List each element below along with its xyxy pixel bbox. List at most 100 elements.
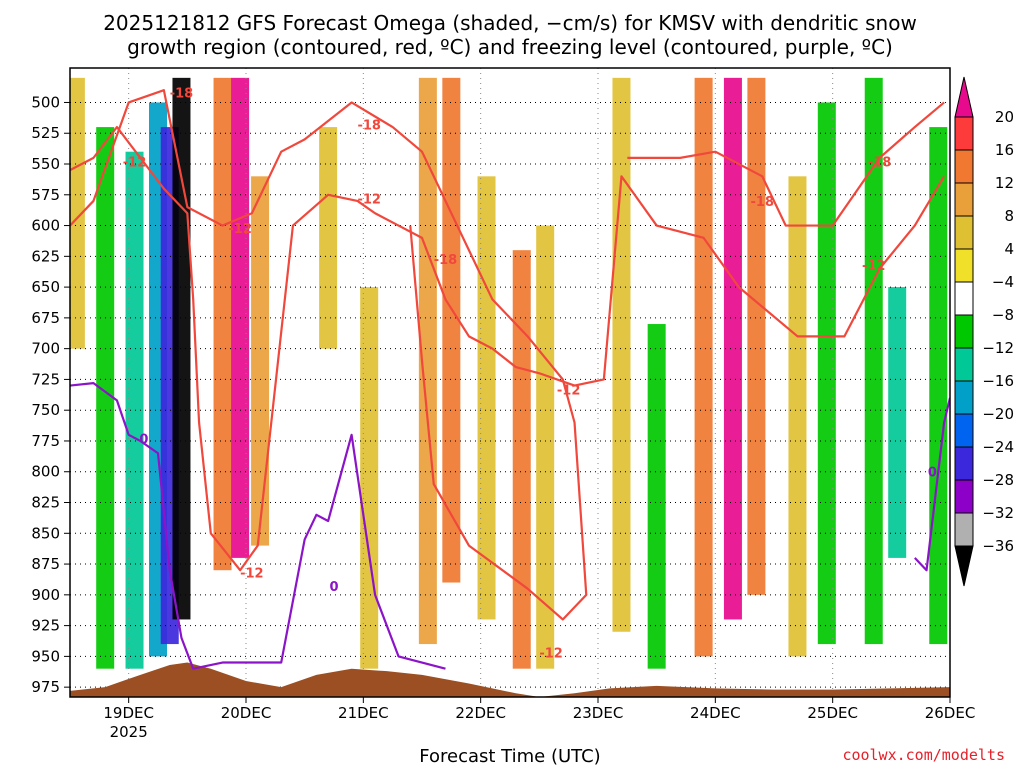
contour-label-8: -18 <box>357 119 381 134</box>
omega-column-17 <box>647 324 666 669</box>
contour-label-9: -18 <box>434 253 458 268</box>
x-tick-label-22DEC: 22DEC <box>455 704 506 722</box>
y-tick-label-975: 975 <box>31 678 60 696</box>
colorbar-swatch-6 <box>954 314 974 349</box>
dgz-minus18-right-contour <box>627 101 945 227</box>
site-credit[interactable]: coolwx.com/modelts <box>842 746 1005 764</box>
x-tick-label-20DEC: 20DEC <box>221 704 272 722</box>
omega-column-23 <box>864 77 883 645</box>
colorbar-bottom-triangle <box>954 545 974 587</box>
y-tick-label-700: 700 <box>31 340 60 358</box>
x-tick-label-21DEC: 21DEC <box>338 704 389 722</box>
chart-title-line2: growth region (contoured, red, ºC) and f… <box>127 35 893 59</box>
plot-area: -12 -12 -12 -12 -12 -12 -12 -18 -18 -18 -18 -18 0 0 0 <box>69 67 951 698</box>
omega-column-22 <box>817 102 836 645</box>
dgz-minus18-contour <box>70 89 588 621</box>
y-tick-label-650: 650 <box>31 278 60 296</box>
y-tick-label-600: 600 <box>31 217 60 235</box>
colorbar-label-10: −24 <box>982 438 1014 456</box>
colorbar-label-4: 4 <box>1004 240 1014 258</box>
omega-column-0 <box>70 77 85 349</box>
colorbar-swatch-3 <box>954 215 974 250</box>
y-tick-label-550: 550 <box>31 155 60 173</box>
contour-label-12: 0 <box>139 433 148 448</box>
colorbar-label-13: −36 <box>982 537 1014 555</box>
colorbar-swatch-1 <box>954 149 974 184</box>
colorbar-swatch-4 <box>954 248 974 283</box>
colorbar: 20 16 12 8 4 −4 −8 −12 −16 −20 −24 −28 −32 −36 <box>954 76 1014 587</box>
y-tick-label-675: 675 <box>31 309 60 327</box>
y-tick-label-925: 925 <box>31 617 60 635</box>
y-tick-label-775: 775 <box>31 432 60 450</box>
x-tick-label-25DEC: 25DEC <box>807 704 858 722</box>
colorbar-label-11: −28 <box>982 471 1014 489</box>
colorbar-label-9: −20 <box>982 405 1014 423</box>
x-tick-label-23DEC: 23DEC <box>573 704 624 722</box>
x-axis-label: Forecast Time (UTC) <box>419 746 600 767</box>
colorbar-swatch-12 <box>954 512 974 547</box>
omega-column-20 <box>747 77 766 595</box>
omega-column-1 <box>96 127 115 669</box>
omega-column-11 <box>418 77 437 645</box>
contour-label-4: -12 <box>557 383 581 398</box>
contour-label-3: -12 <box>240 567 264 582</box>
colorbar-swatch-9 <box>954 413 974 448</box>
colorbar-label-2: 12 <box>995 174 1014 192</box>
x-year-label: 2025 <box>110 723 148 741</box>
contour-label-14: 0 <box>928 466 937 481</box>
freezing-level-right-contour <box>914 397 950 572</box>
y-tick-label-875: 875 <box>31 555 60 573</box>
colorbar-swatch-10 <box>954 446 974 481</box>
x-tick-label-24DEC: 24DEC <box>690 704 741 722</box>
colorbar-label-1: 16 <box>995 141 1014 159</box>
omega-column-16 <box>612 77 631 632</box>
omega-column-9 <box>319 127 338 349</box>
plot-inner: -12 -12 -12 -12 -12 -12 -12 -18 -18 -18 -18 -18 0 0 0 <box>70 68 950 697</box>
y-tick-label-500: 500 <box>31 93 60 111</box>
y-tick-label-950: 950 <box>31 647 60 665</box>
terrain <box>70 662 950 697</box>
contour-label-0: -12 <box>123 156 147 171</box>
contour-label-11: -18 <box>868 156 892 171</box>
colorbar-swatch-5 <box>954 281 974 316</box>
contour-label-6: -12 <box>862 259 886 274</box>
omega-column-8 <box>251 176 270 546</box>
colorbar-swatch-0 <box>954 116 974 151</box>
omega-column-12 <box>442 77 461 583</box>
contour-label-2: -12 <box>357 192 381 207</box>
omega-column-21 <box>788 176 807 657</box>
y-axis: 500 525 550 575 600 625 650 675 700 725 750 775 800 8… <box>31 93 70 696</box>
y-tick-label-525: 525 <box>31 124 60 142</box>
contour-label-10: -18 <box>751 195 775 210</box>
x-axis: 19DEC 20DEC 21DEC 22DEC 23DEC 24DEC 25DEC 26DEC… <box>103 697 975 741</box>
omega-column-19 <box>723 77 742 620</box>
colorbar-top-triangle <box>954 76 974 118</box>
omega-column-10 <box>360 287 379 669</box>
contour-label-5: -12 <box>539 647 563 662</box>
x-tick-label-19DEC: 19DEC <box>103 704 154 722</box>
y-tick-label-725: 725 <box>31 370 60 388</box>
freezing-level-contour <box>70 382 446 670</box>
omega-column-24 <box>888 287 907 558</box>
colorbar-label-0: 20 <box>995 108 1014 126</box>
colorbar-swatch-11 <box>954 479 974 514</box>
contour-label-13: 0 <box>329 580 338 595</box>
colorbar-swatch-8 <box>954 380 974 415</box>
colorbar-swatch-7 <box>954 347 974 382</box>
omega-column-15 <box>536 225 555 669</box>
x-tick-label-26DEC: 26DEC <box>925 704 976 722</box>
colorbar-label-5: −4 <box>992 273 1014 291</box>
contour-label-7: -18 <box>170 87 194 102</box>
y-tick-label-575: 575 <box>31 186 60 204</box>
plot-frame <box>69 67 951 698</box>
colorbar-label-7: −12 <box>982 339 1014 357</box>
y-tick-label-850: 850 <box>31 524 60 542</box>
contour-label-1: -12 <box>228 222 252 237</box>
chart-title-line1: 2025121812 GFS Forecast Omega (shaded, −… <box>103 11 917 35</box>
colorbar-label-3: 8 <box>1004 207 1014 225</box>
omega-column-13 <box>477 176 496 620</box>
dgz-minus12-contour <box>70 125 946 572</box>
omega-column-14 <box>512 250 531 669</box>
y-tick-label-825: 825 <box>31 494 60 512</box>
